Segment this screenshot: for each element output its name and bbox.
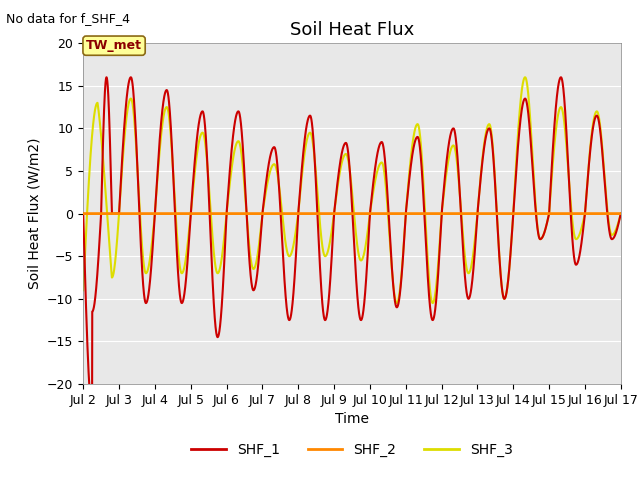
Y-axis label: Soil Heat Flux (W/m2): Soil Heat Flux (W/m2) [28,138,42,289]
SHF_1 [204,179,212,184]
SHF_2 [320,211,328,216]
SHF_1 [321,315,328,321]
SHF_3 [210,248,218,254]
X-axis label: Time: Time [335,412,369,426]
SHF_2 [617,211,625,216]
Legend: SHF_1, SHF_2, SHF_3: SHF_1, SHF_2, SHF_3 [186,437,518,462]
SHF_3 [617,211,625,216]
SHF_3 [613,225,621,230]
SHF_2 [79,211,87,216]
SHF_1 [207,245,215,251]
SHF_3 [282,242,290,248]
SHF_2 [204,211,212,216]
SHF_3 [429,300,436,306]
SHF_1 [102,74,110,80]
SHF_1 [617,211,625,216]
Text: No data for f_SHF_4: No data for f_SHF_4 [6,12,131,24]
Line: SHF_1: SHF_1 [83,77,621,409]
SHF_3 [207,212,215,218]
SHF_1 [210,301,218,307]
SHF_2 [612,211,620,216]
SHF_1 [79,211,87,216]
SHF_3 [320,252,328,258]
SHF_3 [79,288,87,293]
SHF_2 [282,211,290,216]
Line: SHF_3: SHF_3 [83,77,621,303]
Title: Soil Heat Flux: Soil Heat Flux [290,21,414,39]
SHF_3 [204,171,212,177]
SHF_3 [521,74,529,80]
SHF_1 [282,298,290,303]
SHF_1 [88,407,96,412]
SHF_2 [207,211,215,216]
SHF_2 [210,211,218,216]
SHF_1 [613,228,621,233]
Text: TW_met: TW_met [86,39,142,52]
